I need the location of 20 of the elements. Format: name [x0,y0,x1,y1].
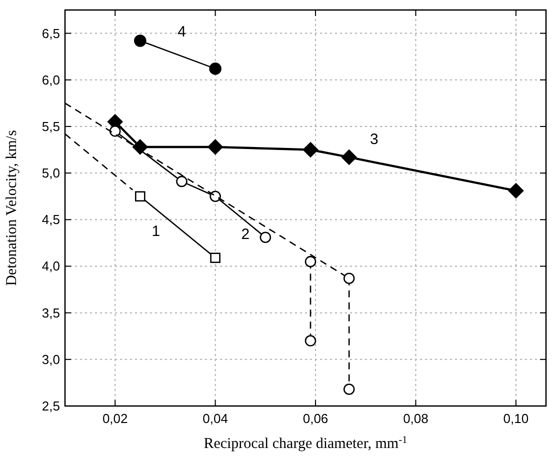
y-tick-label: 3,0 [42,352,60,367]
y-tick-label: 6,0 [42,72,60,88]
y-tick-label: 3,5 [42,305,60,320]
y-tick-label: 4,5 [42,212,60,228]
y-tick-label: 2,5 [42,398,60,414]
x-tick-label: 0,04 [202,411,228,426]
series-label: 2 [241,226,250,243]
x-tick-label: 0,10 [503,411,529,426]
series-label: 3 [370,131,378,148]
y-tick-label: 4,0 [42,258,60,274]
series-label: 1 [152,222,160,240]
y-axis-title: Detonation Velocity, km/s [4,130,20,286]
x-tick-label: 0,08 [403,411,428,426]
x-tick-label: 0,02 [102,411,128,426]
x-axis-title: Reciprocal charge diameter, mm$^{-1}$ [204,434,408,452]
y-tick-label: 5,5 [42,118,60,134]
x-tick-label: 0,06 [302,411,328,426]
y-tick-label: 5,0 [42,166,60,181]
series-label: 4 [178,24,186,41]
y-tick-label: 6,5 [42,26,60,41]
